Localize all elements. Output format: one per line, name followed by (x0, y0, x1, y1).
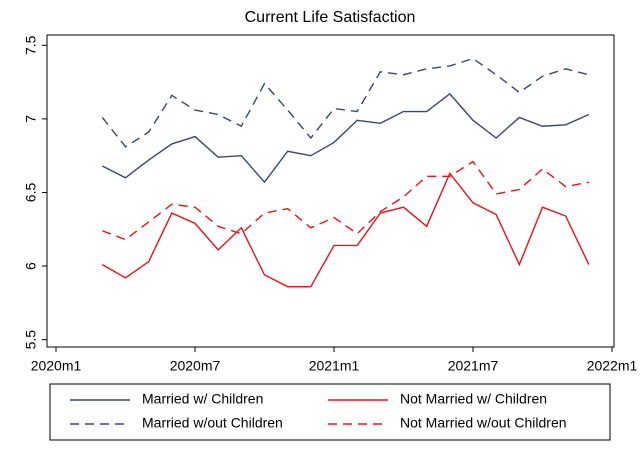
series-line (102, 160, 589, 241)
y-tick-label: 6.5 (23, 183, 39, 203)
y-tick-label: 7 (23, 115, 39, 123)
y-tick-label: 7.5 (23, 35, 39, 55)
legend-label: Married w/out Children (142, 415, 283, 431)
x-tick-label: 2021m1 (309, 358, 360, 374)
series-line (102, 92, 590, 184)
x-tick-label: 2020m1 (31, 358, 82, 374)
x-tick-label: 2021m7 (448, 358, 499, 374)
chart-title: Current Life Satisfaction (245, 9, 416, 26)
x-tick-label: 2022m1 (587, 358, 638, 374)
legend-box (49, 383, 611, 441)
y-tick-label: 6 (23, 262, 39, 270)
legend-label: Not Married w/out Children (400, 415, 567, 431)
legend-label: Married w/ Children (142, 391, 263, 407)
series-line (101, 57, 590, 148)
plot-frame (46, 34, 615, 348)
x-tick-label: 2020m7 (170, 358, 221, 374)
series-line (101, 171, 590, 288)
legend-label: Not Married w/ Children (400, 391, 547, 407)
y-tick-label: 5.5 (23, 330, 39, 350)
